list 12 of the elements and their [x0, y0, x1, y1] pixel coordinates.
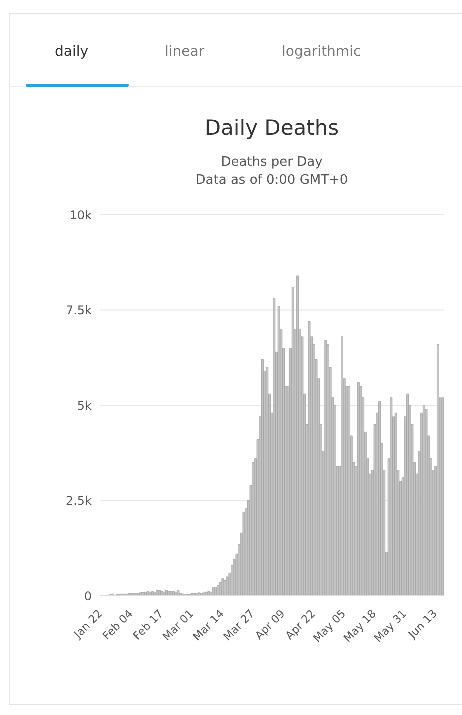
y-tick-label: 7.5k: [66, 304, 92, 318]
text: daily: [55, 44, 89, 60]
chart-title: Daily Deaths: [204, 116, 340, 140]
text: linear: [165, 44, 205, 60]
y-tick-label: 10k: [70, 208, 92, 222]
chart-subtitle: Deaths per Day Data as of 0:00 GMT+0: [194, 155, 350, 188]
x-tick-label: Jun 13: [405, 607, 440, 642]
y-tick-label: 5k: [77, 398, 92, 413]
y-tick-label: 0: [84, 589, 92, 604]
text: logarithmic: [282, 44, 362, 60]
y-tick-label: 2.5k: [66, 494, 92, 508]
x-tick-label: Apr 09: [252, 607, 288, 642]
